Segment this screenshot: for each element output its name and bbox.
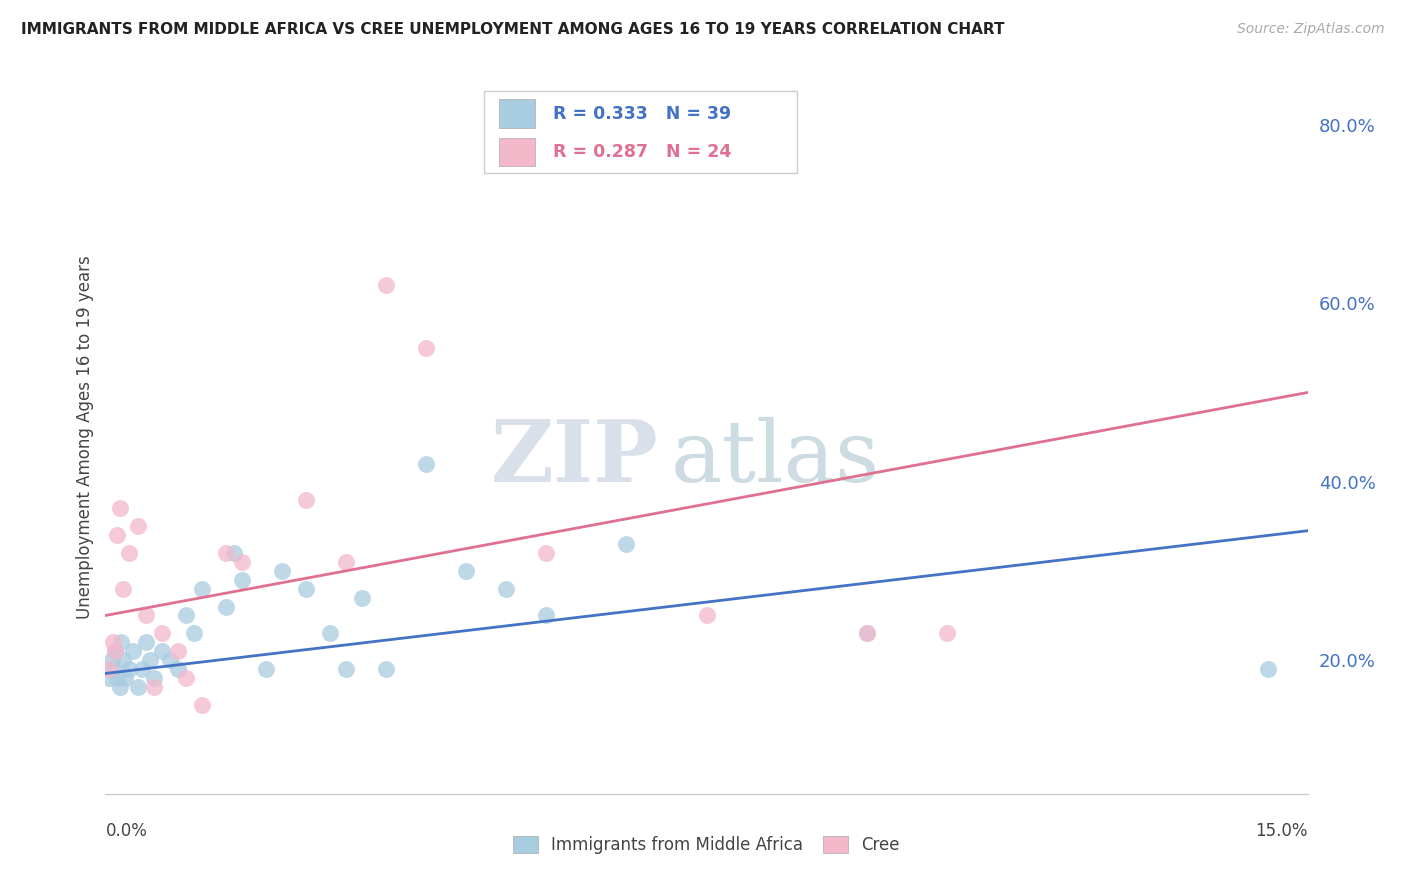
Point [183, 626, 205, 640]
Point [150, 644, 173, 658]
Point [616, 537, 638, 551]
Point [415, 457, 437, 471]
Point [104, 644, 127, 658]
Point [855, 626, 877, 640]
Point [114, 671, 136, 685]
Point [696, 608, 718, 623]
Point [214, 546, 236, 560]
Point [127, 519, 149, 533]
Point [166, 662, 188, 676]
Point [190, 582, 212, 596]
Point [107, 528, 129, 542]
Point [495, 582, 517, 596]
Point [135, 635, 157, 649]
Point [936, 626, 959, 640]
Point [335, 555, 357, 569]
Y-axis label: Unemployment Among Ages 16 to 19 years: Unemployment Among Ages 16 to 19 years [76, 255, 94, 619]
Point [135, 608, 157, 623]
Point [118, 662, 141, 676]
Point [131, 662, 153, 676]
Point [214, 599, 236, 614]
Point [295, 582, 318, 596]
Text: Source: ZipAtlas.com: Source: ZipAtlas.com [1237, 22, 1385, 37]
Legend: Immigrants from Middle Africa, Cree: Immigrants from Middle Africa, Cree [506, 829, 907, 861]
Text: atlas: atlas [671, 417, 880, 500]
Point [138, 653, 160, 667]
FancyBboxPatch shape [484, 91, 797, 173]
Point [166, 644, 188, 658]
Text: IMMIGRANTS FROM MIDDLE AFRICA VS CREE UNEMPLOYMENT AMONG AGES 16 TO 19 YEARS COR: IMMIGRANTS FROM MIDDLE AFRICA VS CREE UN… [21, 22, 1005, 37]
Point [374, 662, 398, 676]
Point [110, 635, 132, 649]
Point [319, 626, 342, 640]
Point [104, 644, 127, 658]
Point [534, 608, 557, 623]
Point [108, 680, 131, 694]
Point [231, 555, 253, 569]
Point [415, 341, 437, 355]
Point [150, 626, 173, 640]
Point [1257, 662, 1279, 676]
Point [122, 644, 145, 658]
Point [174, 671, 197, 685]
Point [118, 546, 141, 560]
Point [270, 564, 292, 578]
Point [456, 564, 478, 578]
Point [335, 662, 357, 676]
FancyBboxPatch shape [499, 138, 534, 167]
Point [112, 653, 135, 667]
Point [98, 662, 121, 676]
Text: R = 0.333   N = 39: R = 0.333 N = 39 [553, 104, 731, 122]
Point [103, 662, 125, 676]
Point [295, 492, 318, 507]
Point [254, 662, 277, 676]
Point [142, 671, 165, 685]
Text: 0.0%: 0.0% [105, 822, 148, 840]
FancyBboxPatch shape [499, 99, 534, 128]
Point [98, 671, 121, 685]
Point [350, 591, 373, 605]
Point [142, 680, 165, 694]
Point [174, 608, 197, 623]
Point [190, 698, 212, 712]
Point [159, 653, 181, 667]
Text: ZIP: ZIP [491, 417, 658, 500]
Point [108, 501, 131, 516]
Point [101, 653, 124, 667]
Point [534, 546, 557, 560]
Point [107, 671, 129, 685]
Text: R = 0.287   N = 24: R = 0.287 N = 24 [553, 144, 731, 161]
Point [112, 582, 135, 596]
Point [231, 573, 253, 587]
Text: 15.0%: 15.0% [1256, 822, 1308, 840]
Point [374, 278, 398, 293]
Point [103, 635, 125, 649]
Point [127, 680, 149, 694]
Point [855, 626, 877, 640]
Point [222, 546, 245, 560]
